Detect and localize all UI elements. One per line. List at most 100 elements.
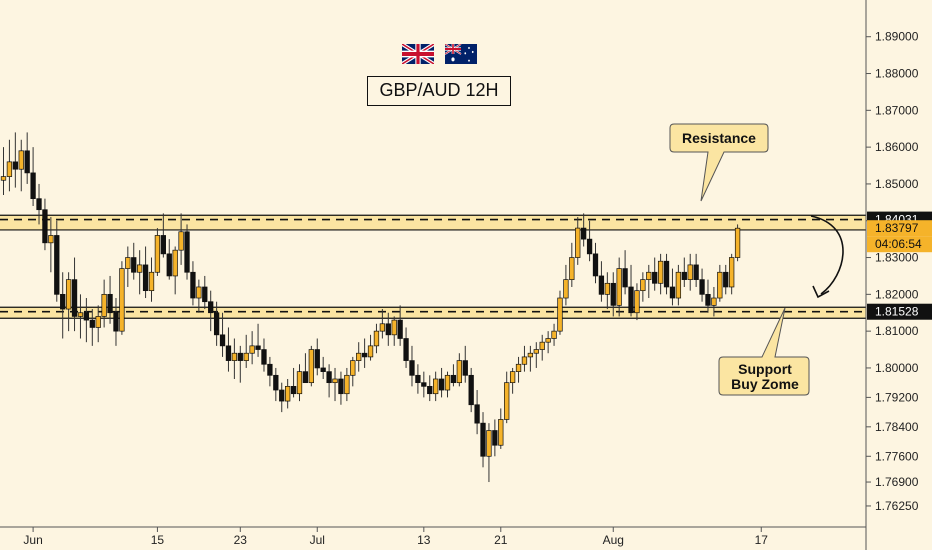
candle-body-bear (427, 385, 433, 395)
candle (302, 353, 309, 384)
candle (54, 220, 60, 302)
candle (190, 261, 196, 306)
candle-body-bear (225, 345, 232, 361)
candle (137, 250, 143, 295)
candle (285, 378, 291, 409)
candle-body-bear (438, 378, 445, 391)
support-callout: Support Buy Zome (718, 307, 810, 396)
candle-body-bear (255, 345, 261, 350)
price-tick-label: 1.81000 (875, 324, 919, 338)
candle-body-bear (160, 235, 166, 255)
candle (196, 279, 202, 313)
time-tick-label: Aug (603, 533, 624, 547)
price-tick-label: 1.82000 (875, 287, 919, 301)
candle (492, 419, 498, 457)
candle-body-bull (249, 345, 255, 354)
candle (12, 132, 18, 188)
candle-body-bear (42, 209, 48, 244)
candle (480, 412, 486, 468)
candle (539, 334, 545, 361)
candle (640, 272, 646, 302)
candle-body-bear (693, 264, 699, 280)
candle (545, 331, 551, 354)
countdown-tag-bg (867, 236, 932, 253)
candle-body-bear (36, 198, 42, 211)
candle (646, 264, 652, 299)
resistance-label: Resistance (682, 130, 756, 146)
time-tick-label: 17 (755, 533, 769, 547)
candle (208, 290, 214, 332)
candle-body-bear (184, 231, 190, 273)
candle-body-bull (101, 293, 107, 317)
candle (314, 338, 320, 376)
candle-body-bear (705, 293, 711, 306)
candle-body-bull (77, 312, 84, 317)
candle (663, 253, 670, 295)
candle (225, 327, 232, 372)
candle (409, 345, 415, 387)
price-tick-label: 1.80000 (875, 361, 919, 375)
candle-body-bull (675, 271, 682, 299)
candle-body-bull (125, 257, 131, 269)
candle-body-bear (450, 374, 457, 384)
candle (24, 132, 30, 184)
candle-body-bull (243, 352, 249, 361)
candle-body-bull (444, 374, 451, 391)
candle-body-bear (592, 253, 599, 277)
candle (213, 301, 220, 346)
candle-body-bull (285, 385, 291, 402)
candle (172, 246, 178, 295)
candle-body-bear (314, 349, 320, 369)
candle-body-bull (196, 286, 202, 299)
resistance-callout: Resistance (669, 123, 769, 202)
candle (717, 264, 723, 302)
candle (450, 364, 457, 387)
candle (166, 239, 172, 280)
candle (18, 139, 24, 192)
candle-body-bull (545, 338, 551, 343)
candle-body-bear (628, 286, 634, 314)
candle-body-bear (681, 271, 687, 280)
candle-body-bear (131, 257, 137, 273)
candle-body-bull (498, 419, 504, 446)
price-tick-label: 1.76900 (875, 475, 919, 489)
candle-body-bull (729, 257, 735, 288)
candle-body-bear (421, 382, 427, 387)
candle-body-bull (604, 282, 610, 295)
candle-body-bull (367, 345, 374, 358)
candle (249, 331, 255, 365)
candle (403, 327, 409, 368)
candle-body-bull (18, 150, 24, 170)
candle (385, 312, 391, 346)
candle (415, 364, 421, 394)
candle-body-bear (83, 312, 90, 321)
time-tick-label: 13 (417, 533, 431, 547)
candle (356, 342, 362, 372)
candle-body-bear (663, 260, 670, 288)
candle (0, 147, 7, 195)
candle-body-bear (723, 271, 729, 288)
candle-body-bear (415, 374, 421, 384)
candle (509, 367, 516, 394)
price-tick-label: 1.86000 (875, 140, 919, 154)
candle (586, 220, 593, 262)
candle-body-bull (308, 349, 314, 384)
candle-layer (0, 132, 741, 483)
price-tick-label: 1.78400 (875, 420, 919, 434)
candle (699, 268, 705, 302)
candle (521, 345, 528, 372)
candle-body-bear (403, 338, 409, 361)
candle-body-bull (391, 319, 397, 336)
candle (261, 338, 267, 372)
price-tick-label: 1.76250 (875, 499, 919, 513)
candle (142, 246, 149, 299)
candle (515, 356, 522, 383)
candle-body-bull (373, 330, 380, 347)
candle (160, 213, 166, 258)
candle (338, 371, 344, 405)
support-label-line2: Buy Zome (731, 376, 799, 392)
candle-body-bull (616, 268, 622, 306)
candle (361, 338, 368, 368)
candle (681, 257, 687, 287)
